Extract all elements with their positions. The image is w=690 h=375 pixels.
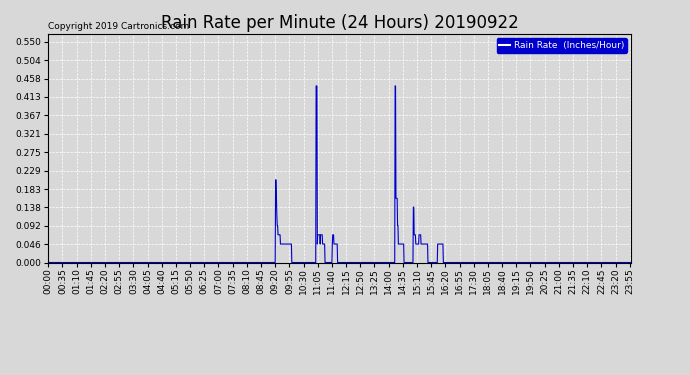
Text: Copyright 2019 Cartronics.com: Copyright 2019 Cartronics.com bbox=[48, 22, 190, 32]
Legend: Rain Rate  (Inches/Hour): Rain Rate (Inches/Hour) bbox=[497, 38, 627, 53]
Title: Rain Rate per Minute (24 Hours) 20190922: Rain Rate per Minute (24 Hours) 20190922 bbox=[161, 14, 519, 32]
